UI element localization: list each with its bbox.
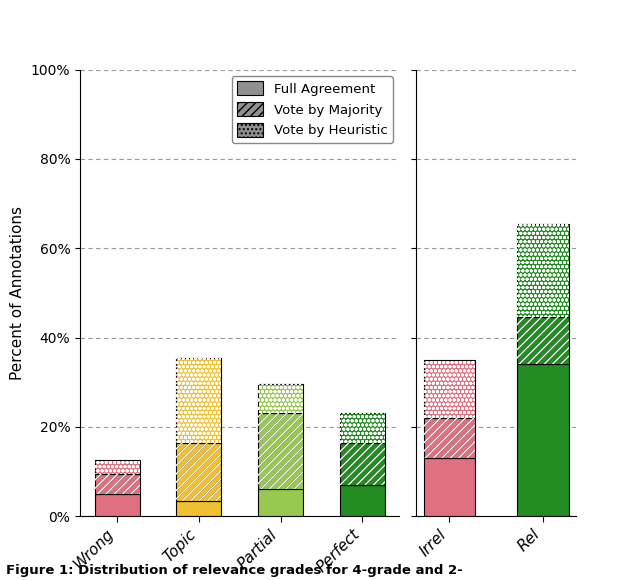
Bar xyxy=(258,414,303,490)
Bar xyxy=(517,224,569,317)
Bar xyxy=(258,414,303,490)
Text: Figure 1: Distribution of relevance grades for 4-grade and 2-: Figure 1: Distribution of relevance grad… xyxy=(6,564,463,577)
Bar xyxy=(177,443,221,501)
Bar xyxy=(424,418,475,458)
Bar xyxy=(340,443,385,485)
Bar xyxy=(517,364,569,516)
Bar xyxy=(95,461,140,474)
Bar xyxy=(177,358,221,443)
Bar xyxy=(258,490,303,516)
Legend: Full Agreement, Vote by Majority, Vote by Heuristic: Full Agreement, Vote by Majority, Vote b… xyxy=(232,76,393,143)
Bar xyxy=(517,224,569,317)
Bar xyxy=(95,494,140,516)
Bar xyxy=(340,414,385,443)
Y-axis label: Percent of Annotations: Percent of Annotations xyxy=(10,206,25,380)
Bar xyxy=(424,458,475,516)
Bar xyxy=(424,418,475,458)
Bar xyxy=(517,317,569,364)
Bar xyxy=(517,317,569,364)
Bar xyxy=(424,360,475,418)
Bar xyxy=(340,414,385,443)
Bar xyxy=(340,485,385,516)
Bar xyxy=(95,461,140,474)
Bar xyxy=(424,360,475,418)
Bar xyxy=(258,385,303,414)
Bar xyxy=(258,385,303,414)
Bar xyxy=(340,443,385,485)
Bar xyxy=(177,501,221,516)
Bar xyxy=(95,474,140,494)
Bar xyxy=(95,474,140,494)
Bar xyxy=(177,443,221,501)
Bar xyxy=(177,358,221,443)
